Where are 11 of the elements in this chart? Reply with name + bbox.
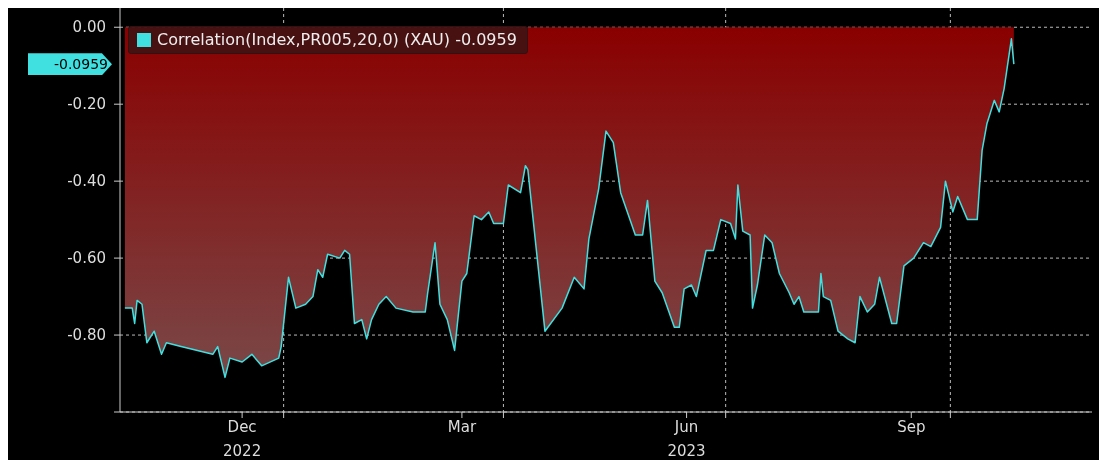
y-tick-label: -0.60 — [67, 249, 106, 268]
text: -0.0959 — [28, 53, 112, 76]
y-tick-label: -0.80 — [67, 326, 106, 345]
x-tick-label: Mar — [447, 418, 477, 436]
x-tick-label: Sep — [897, 418, 926, 436]
x-tick-label: Jun 2023 — [667, 418, 706, 460]
legend-label: Correlation(Index,PR005,20,0) (XAU) -0.0959 — [157, 30, 517, 49]
x-tick-label: Dec 2022 — [223, 418, 262, 460]
y-tick-label: -0.20 — [67, 95, 106, 114]
y-tick-label: -0.40 — [67, 172, 106, 191]
y-tick-label: 0.00 — [72, 18, 106, 37]
